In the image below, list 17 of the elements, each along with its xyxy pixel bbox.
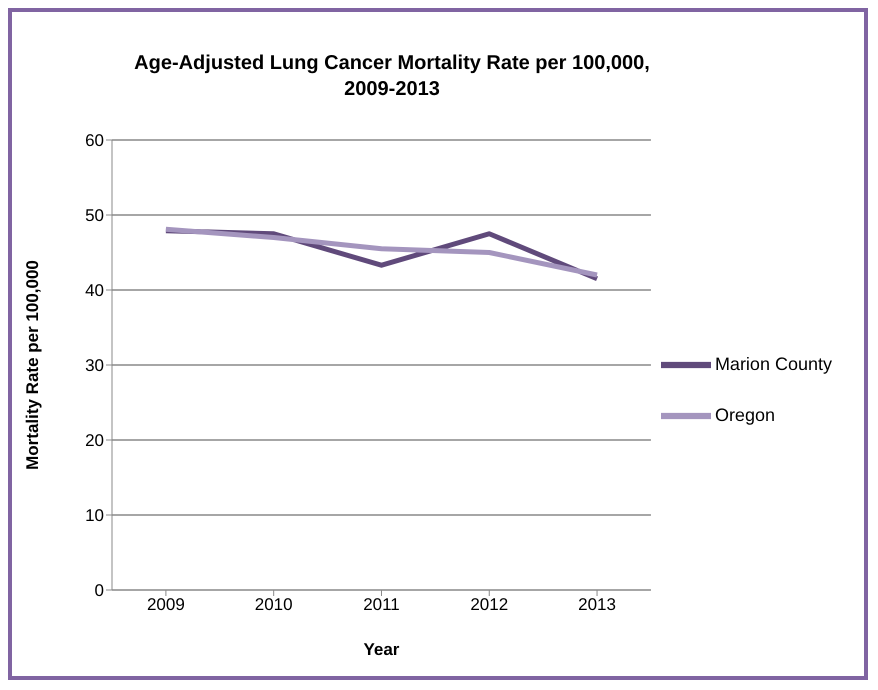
legend-label: Oregon <box>714 405 775 425</box>
legend-label: Marion County <box>714 354 832 374</box>
y-tick-label: 40 <box>85 281 104 300</box>
y-tick-label: 0 <box>94 581 104 600</box>
y-tick-label: 10 <box>85 506 104 526</box>
x-tick-label: 2010 <box>254 595 293 614</box>
y-tick-label: 50 <box>85 206 104 226</box>
x-tick-label: 2009 <box>146 595 185 614</box>
x-tick-label: 2013 <box>578 595 616 614</box>
x-axis-title: Year <box>364 640 400 659</box>
y-tick-label: 20 <box>85 431 104 450</box>
y-tick-label: 30 <box>85 356 104 376</box>
y-tick-label: 60 <box>85 131 104 150</box>
chart-title: Age-Adjusted Lung Cancer Mortality Rate per 100,000, 2009-2013 <box>133 51 651 102</box>
x-tick-label: 2012 <box>470 595 508 614</box>
y-axis-title: Mortality Rate per 100,000 <box>23 260 42 470</box>
x-tick-label: 2011 <box>363 595 400 614</box>
